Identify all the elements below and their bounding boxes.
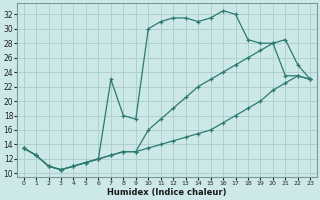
X-axis label: Humidex (Indice chaleur): Humidex (Indice chaleur) xyxy=(107,188,227,197)
